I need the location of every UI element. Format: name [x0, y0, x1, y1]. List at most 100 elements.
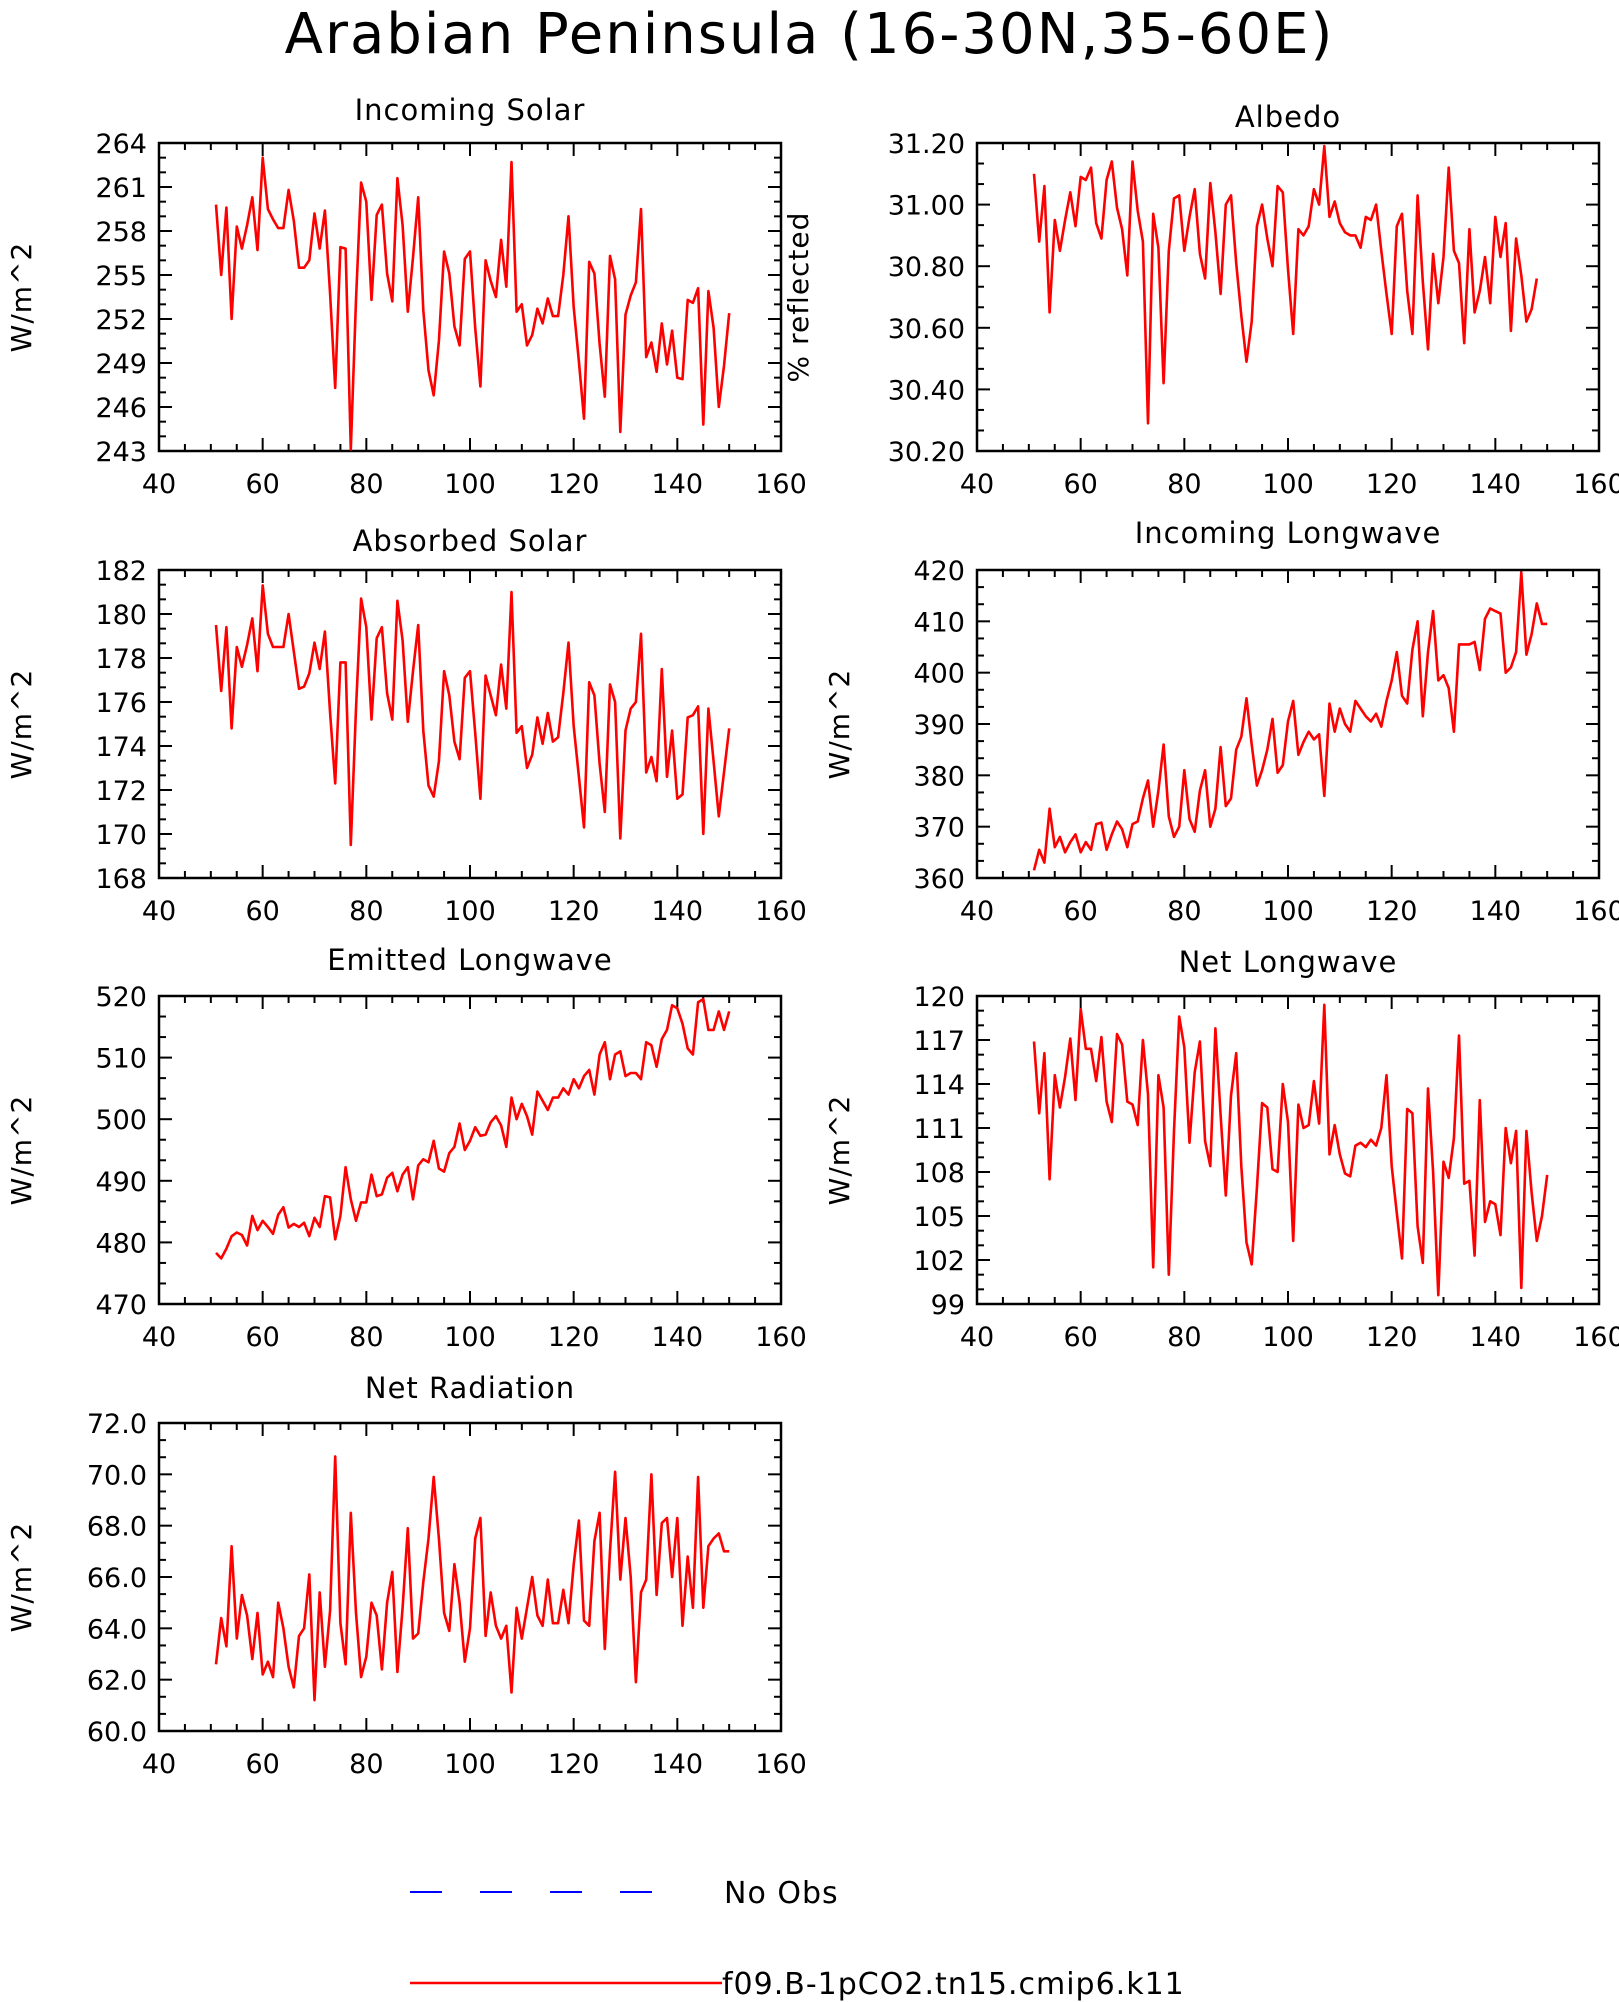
y-tick-label: 252 — [95, 305, 147, 336]
y-tick-label: 420 — [913, 556, 965, 587]
panel-incoming-solar: 40 60 80 100 120 140 160 243 246 249 252 255 258 261 2… — [5, 93, 807, 500]
y-tick-label: 500 — [95, 1105, 147, 1136]
x-tick-label: 120 — [1366, 896, 1418, 927]
plot-frame — [975, 141, 1601, 453]
y-tick-label: 249 — [95, 349, 147, 380]
y-tick-label: 114 — [913, 1070, 965, 1101]
x-tick-label: 160 — [755, 1322, 807, 1353]
x-tick-label: 60 — [1063, 469, 1097, 500]
y-tick-label: 117 — [913, 1026, 965, 1057]
x-tick-label: 60 — [245, 896, 279, 927]
x-tick-label: 160 — [755, 469, 807, 500]
x-tick-label: 40 — [142, 469, 176, 500]
y-tick-label: 182 — [95, 556, 147, 587]
y-tick-label: 520 — [95, 982, 147, 1013]
x-tick-label: 100 — [444, 1749, 496, 1780]
series-line — [215, 997, 731, 1260]
x-tick-label: 140 — [1470, 896, 1522, 927]
y-tick-label: 30.80 — [888, 252, 965, 283]
x-tick-label: 100 — [444, 469, 496, 500]
x-tick-label: 80 — [1167, 896, 1201, 927]
series-line — [1032, 1003, 1549, 1297]
y-tick-label: 176 — [95, 688, 147, 719]
y-axis-label: W/m^2 — [5, 1095, 38, 1206]
panel-emitted-longwave: 40 60 80 100 120 140 160 470 480 490 500 510 520 Emit… — [5, 943, 807, 1353]
y-tick-label: 470 — [95, 1290, 147, 1321]
series-line — [214, 584, 731, 847]
x-tick-label: 60 — [1063, 896, 1097, 927]
y-tick-label: 390 — [913, 710, 965, 741]
y-tick-label: 264 — [95, 129, 147, 160]
y-tick-label: 30.20 — [888, 437, 965, 468]
y-tick-label: 99 — [931, 1290, 965, 1321]
panel-net-longwave: 40 60 80 100 120 140 160 99 102 105 108 111 114 117 12… — [823, 945, 1619, 1353]
x-tick-label: 140 — [652, 1749, 704, 1780]
x-tick-label: 40 — [960, 1322, 994, 1353]
y-tick-label: 102 — [913, 1246, 965, 1277]
x-tick-label: 80 — [349, 469, 383, 500]
y-tick-label: 30.40 — [888, 375, 965, 406]
y-axis-label: W/m^2 — [5, 1522, 38, 1633]
x-tick-label: 120 — [548, 896, 600, 927]
y-tick-label: 105 — [913, 1202, 965, 1233]
y-tick-label: 510 — [95, 1044, 147, 1075]
panel-incoming-longwave: 40 60 80 100 120 140 160 360 370 380 390 400 410 420 I… — [823, 516, 1619, 927]
y-tick-label: 258 — [95, 217, 147, 248]
y-axis-label: W/m^2 — [823, 669, 856, 780]
x-tick-label: 120 — [1366, 469, 1418, 500]
x-tick-label: 160 — [1573, 1322, 1619, 1353]
panel-title: Net Radiation — [365, 1371, 575, 1405]
y-tick-label: 255 — [95, 261, 147, 292]
x-tick-label: 80 — [349, 896, 383, 927]
x-tick-label: 80 — [1167, 469, 1201, 500]
y-axis-label: W/m^2 — [823, 1095, 856, 1206]
y-tick-label: 380 — [913, 761, 965, 792]
series-line — [1032, 571, 1548, 871]
panel-title: Net Longwave — [1179, 945, 1398, 979]
x-tick-label: 100 — [444, 896, 496, 927]
y-tick-label: 170 — [95, 820, 147, 851]
y-tick-label: 480 — [95, 1228, 147, 1259]
y-tick-label: 246 — [95, 393, 147, 424]
legend-label-model: f09.B-1pCO2.tn15.cmip6.k11 — [722, 1967, 1185, 2002]
y-tick-label: 72.0 — [87, 1409, 147, 1440]
panel-title: Emitted Longwave — [327, 943, 613, 977]
panel-albedo: 40 60 80 100 120 140 160 30.20 30.40 30.60 30.80 31… — [782, 100, 1619, 500]
y-tick-label: 172 — [95, 776, 147, 807]
panel-title: Incoming Solar — [355, 93, 586, 127]
x-tick-label: 160 — [755, 1749, 807, 1780]
x-tick-label: 40 — [960, 469, 994, 500]
plot-frame — [157, 1421, 783, 1733]
figure-title: Arabian Peninsula (16-30N,35-60E) — [284, 2, 1335, 67]
series-line — [1032, 144, 1539, 425]
x-tick-label: 120 — [1366, 1322, 1418, 1353]
y-tick-label: 360 — [913, 864, 965, 895]
y-tick-label: 400 — [913, 659, 965, 690]
x-tick-label: 120 — [548, 469, 600, 500]
y-tick-label: 31.20 — [888, 129, 965, 160]
x-tick-label: 140 — [652, 469, 704, 500]
y-tick-label: 168 — [95, 864, 147, 895]
x-tick-label: 80 — [1167, 1322, 1201, 1353]
y-axis-label: W/m^2 — [5, 669, 38, 780]
x-tick-label: 40 — [142, 896, 176, 927]
x-tick-label: 40 — [142, 1322, 176, 1353]
x-tick-label: 40 — [960, 896, 994, 927]
x-tick-label: 120 — [548, 1749, 600, 1780]
y-tick-label: 60.0 — [87, 1717, 147, 1748]
x-tick-label: 60 — [245, 469, 279, 500]
x-tick-label: 80 — [349, 1749, 383, 1780]
y-tick-label: 243 — [95, 437, 147, 468]
y-tick-label: 108 — [913, 1158, 965, 1189]
y-tick-label: 180 — [95, 600, 147, 631]
y-tick-label: 30.60 — [888, 314, 965, 345]
x-tick-label: 160 — [755, 896, 807, 927]
plot-frame — [157, 141, 783, 453]
y-tick-label: 261 — [95, 173, 147, 204]
y-tick-label: 120 — [913, 982, 965, 1013]
y-tick-label: 174 — [95, 732, 147, 763]
x-tick-label: 160 — [1573, 469, 1619, 500]
legend: No Obs f09.B-1pCO2.tn15.cmip6.k11 — [410, 1876, 1185, 2002]
x-tick-label: 140 — [652, 1322, 704, 1353]
y-tick-label: 410 — [913, 607, 965, 638]
